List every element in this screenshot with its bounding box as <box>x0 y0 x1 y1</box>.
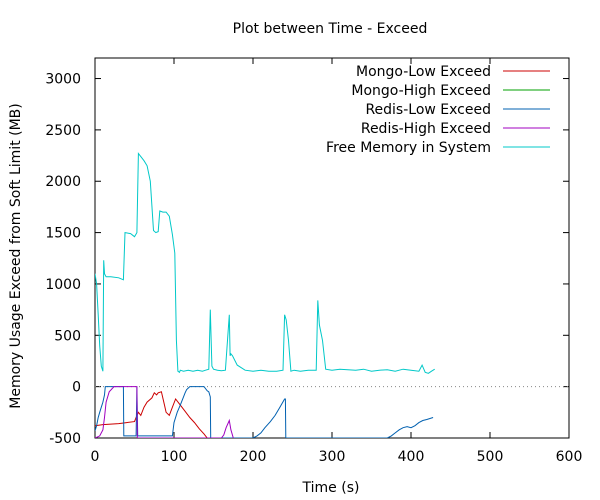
y-tick-label: 500 <box>54 328 81 344</box>
series-line-4 <box>95 152 435 374</box>
legend: Mongo-Low Exceed Mongo-High Exceed Redis-L… <box>326 64 550 156</box>
y-tick-label: -500 <box>49 431 81 447</box>
legend-label: Free Memory in System <box>326 140 491 156</box>
series-line-3 <box>95 386 234 438</box>
x-tick-label: 200 <box>240 449 267 465</box>
plot-area <box>95 152 435 438</box>
x-tick-label: 300 <box>319 449 346 465</box>
axes: 0 100 200 300 400 500 600 -500 0 500 1000 1500 2000 2… <box>45 57 583 465</box>
x-tick-label: 100 <box>161 449 188 465</box>
legend-label: Mongo-Low Exceed <box>356 64 491 80</box>
y-tick-label: 2000 <box>45 174 81 190</box>
x-axis-label: Time (s) <box>302 480 360 496</box>
x-tick-label: 600 <box>556 449 583 465</box>
chart-title: Plot between Time - Exceed <box>233 21 428 37</box>
y-tick-label: 2500 <box>45 123 81 139</box>
y-axis-label: Memory Usage Exceed from Soft Limit (MB) <box>8 103 24 408</box>
y-tick-label: 3000 <box>45 72 81 88</box>
legend-label: Redis-High Exceed <box>361 121 491 137</box>
legend-label: Redis-Low Exceed <box>365 102 491 118</box>
series-line-0 <box>95 391 208 438</box>
x-tick-label: 500 <box>477 449 504 465</box>
series-line-2 <box>95 386 434 438</box>
plot-frame <box>94 57 570 439</box>
y-tick-label: 1500 <box>45 226 81 242</box>
x-tick-label: 400 <box>398 449 425 465</box>
y-tick-label: 0 <box>72 380 81 396</box>
legend-label: Mongo-High Exceed <box>351 83 491 99</box>
y-tick-label: 1000 <box>45 277 81 293</box>
x-tick-label: 0 <box>91 449 100 465</box>
